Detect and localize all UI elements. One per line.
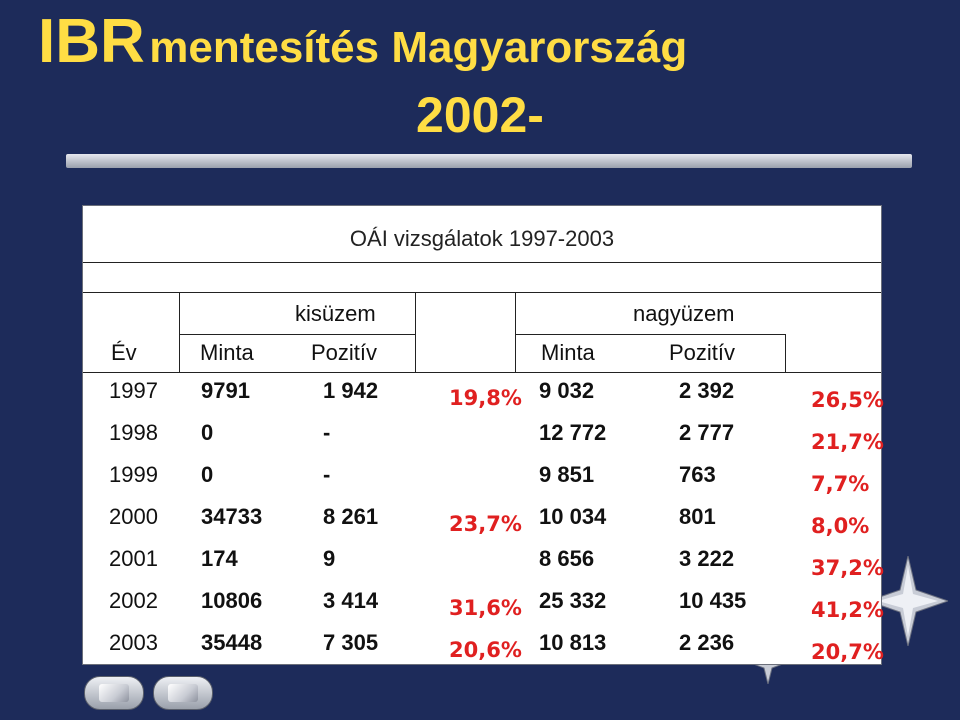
cell-large-positive: 801 (679, 504, 716, 529)
cell-year: 1998 (109, 420, 158, 445)
cell-large-positive: 2 236 (679, 630, 735, 655)
cell-small-percent: 20,6% (449, 638, 522, 662)
cell-large-percent: 41,2% (811, 598, 884, 622)
cell-large-percent: 8,0% (811, 514, 870, 538)
cell-large-positive: 3 222 (679, 546, 735, 571)
divider (179, 334, 415, 335)
cell-small-sample: 174 (201, 546, 238, 571)
cell-large-sample: 9 032 (539, 378, 595, 403)
divider (415, 292, 416, 372)
cell-large-percent: 37,2% (811, 556, 884, 580)
prev-slide-button[interactable] (84, 676, 144, 710)
cell-large-sample: 8 656 (539, 546, 595, 571)
col-header-year: Év (111, 340, 137, 365)
title-divider (66, 154, 912, 168)
cell-large-percent: 7,7% (811, 472, 870, 496)
cell-large-sample: 10 034 (539, 504, 607, 529)
cell-small-sample: 0 (201, 462, 214, 487)
cell-small-positive: 3 414 (323, 588, 379, 613)
cell-small-sample: 0 (201, 420, 214, 445)
cell-small-sample: 34733 (201, 504, 263, 529)
cell-large-positive: 763 (679, 462, 716, 487)
divider (83, 292, 881, 293)
divider (83, 262, 881, 263)
cell-small-sample: 35448 (201, 630, 263, 655)
cell-small-percent: 23,7% (449, 512, 522, 536)
col-header-small-sample: Minta (200, 340, 254, 365)
cell-small-positive: 8 261 (323, 504, 379, 529)
next-slide-button[interactable] (153, 676, 213, 710)
cell-large-sample: 12 772 (539, 420, 607, 445)
prev-slide-icon (99, 684, 129, 702)
cell-large-positive: 2 392 (679, 378, 735, 403)
cell-large-percent: 20,7% (811, 640, 884, 664)
next-slide-icon (168, 684, 198, 702)
table-panel: OÁI vizsgálatok 1997-2003 kisüzem nagyüz… (82, 205, 884, 665)
cell-large-positive: 2 777 (679, 420, 735, 445)
cell-year: 2002 (109, 588, 158, 613)
divider (515, 292, 516, 372)
cell-year: 2003 (109, 630, 158, 655)
cell-year: 2000 (109, 504, 158, 529)
cell-large-sample: 10 813 (539, 630, 607, 655)
col-header-large-positive: Pozitív (669, 340, 736, 365)
cell-small-sample: 10806 (201, 588, 263, 613)
cell-year: 2001 (109, 546, 158, 571)
cell-small-percent: 19,8% (449, 386, 522, 410)
cell-large-percent: 21,7% (811, 430, 884, 454)
cell-year: 1999 (109, 462, 158, 487)
divider (515, 334, 785, 335)
cell-large-sample: 9 851 (539, 462, 595, 487)
cell-small-positive: 1 942 (323, 378, 379, 403)
divider (179, 292, 180, 372)
title-abbr: IBR (38, 7, 145, 76)
star-icon (868, 556, 948, 646)
divider (785, 334, 786, 372)
table-caption: OÁI vizsgálatok 1997-2003 (349, 226, 615, 251)
slide-subtitle: 2002- (416, 87, 544, 143)
cell-year: 1997 (109, 378, 158, 403)
cell-large-percent: 26,5% (811, 388, 884, 412)
cell-small-positive: 7 305 (323, 630, 379, 655)
cell-large-sample: 25 332 (539, 588, 607, 613)
cell-small-sample: 9791 (201, 378, 250, 403)
slide-title: IBR mentesítés Magyarország (38, 6, 687, 77)
group-header-small: kisüzem (295, 301, 376, 326)
cell-small-positive: - (323, 462, 331, 487)
cell-small-percent: 31,6% (449, 596, 522, 620)
col-header-small-positive: Pozitív (311, 340, 378, 365)
title-rest: mentesítés Magyarország (149, 23, 688, 72)
group-header-large: nagyüzem (633, 301, 735, 326)
cell-large-positive: 10 435 (679, 588, 747, 613)
cell-small-positive: - (323, 420, 331, 445)
col-header-large-sample: Minta (541, 340, 595, 365)
cell-small-positive: 9 (323, 546, 336, 571)
divider (83, 372, 881, 373)
